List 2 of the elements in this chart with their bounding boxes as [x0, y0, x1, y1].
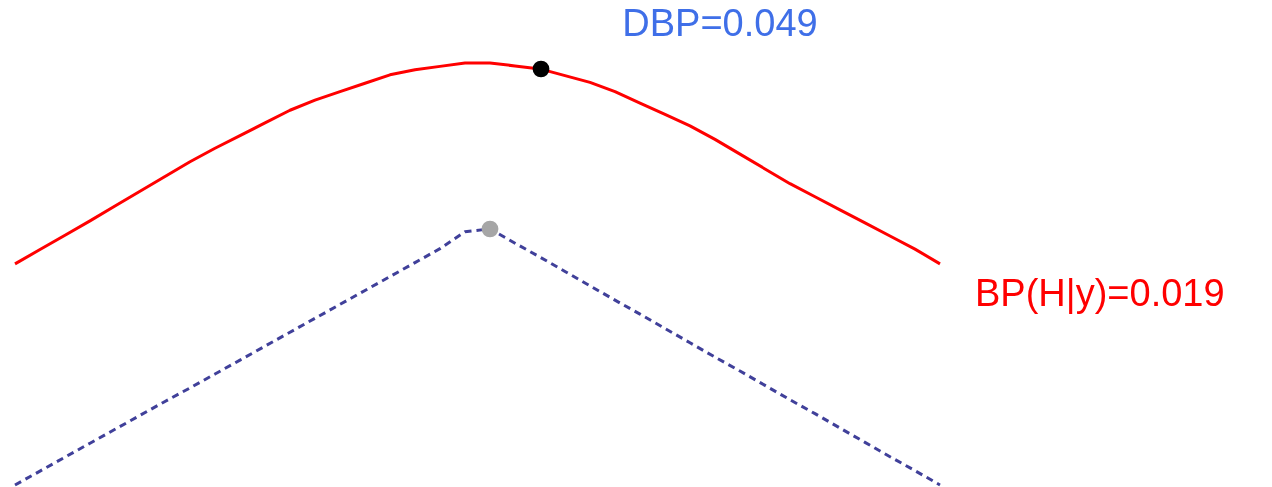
text: DBP=0.049 [622, 2, 818, 44]
text: BP(H|y)=0.019 [975, 272, 1225, 314]
